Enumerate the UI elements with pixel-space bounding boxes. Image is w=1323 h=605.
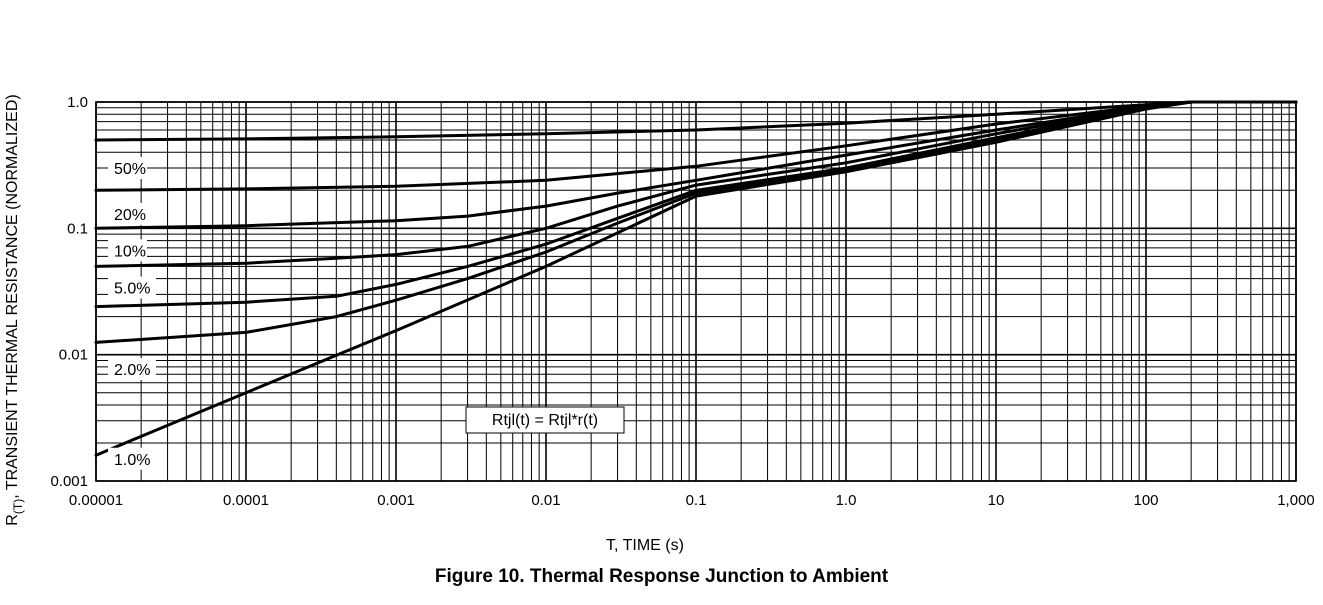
y-tick-label: 1.0: [67, 94, 88, 111]
series-lines: [94, 100, 1298, 457]
x-tick-label: 0.00001: [69, 492, 123, 509]
series-label-bg: [108, 276, 156, 299]
y-tick-label: 0.1: [67, 220, 88, 237]
annotation-box: [465, 406, 625, 434]
series-label: 1.0%: [114, 452, 150, 469]
annotation-text: Rtjl(t) = Rtjl*r(t): [492, 412, 598, 429]
series-labels: 50% 20% 10% 5.0% 2.0% 1.0%: [108, 157, 156, 470]
annotation: Rtjl(t) = Rtjl*r(t): [465, 406, 625, 434]
y-tick-labels: 0.001 0.01 0.1 1.0: [50, 94, 88, 490]
series-label: 5.0%: [114, 281, 150, 298]
x-tick-labels: 0.00001 0.0001 0.001 0.01 0.1 1.0 10 100 1,000: [69, 492, 1315, 509]
y-tick-label: 0.01: [59, 347, 88, 364]
x-tick-label: 0.0001: [223, 492, 269, 509]
series-label-bg: [108, 157, 147, 180]
y-axis-label-sub: (T): [11, 499, 25, 514]
series-label: 20%: [114, 207, 146, 224]
series-label: 50%: [114, 161, 146, 178]
y-axis-label-rest: , TRANSIENT THERMAL RESISTANCE (NORMALIZ…: [4, 94, 21, 499]
x-tick-label: 0.001: [377, 492, 415, 509]
x-tick-label: 10: [988, 492, 1005, 509]
series-label: 10%: [114, 243, 146, 260]
figure-caption: Figure 10. Thermal Response Junction to …: [434, 566, 889, 587]
x-tick-label: 0.01: [531, 492, 560, 509]
series-label: 2.0%: [114, 362, 150, 379]
y-axis-label: R(T), TRANSIENT THERMAL RESISTANCE (NORM…: [4, 94, 25, 525]
x-tick-label: 100: [1133, 492, 1158, 509]
x-tick-label: 0.1: [686, 492, 707, 509]
series-label-bg: [108, 239, 147, 262]
y-axis-label-main: R: [4, 514, 21, 526]
major-gridlines: [95, 101, 1297, 482]
x-tick-label: 1.0: [836, 492, 857, 509]
plot-frame: [95, 101, 1297, 482]
x-axis-label: T, TIME (s): [606, 537, 684, 554]
series-label-bg: [108, 447, 156, 470]
series-label-bg: [108, 358, 156, 381]
x-tick-label: 1,000: [1277, 492, 1315, 509]
series-line: [94, 100, 1298, 457]
y-tick-label: 0.001: [50, 473, 88, 490]
series-label-bg: [108, 202, 147, 225]
